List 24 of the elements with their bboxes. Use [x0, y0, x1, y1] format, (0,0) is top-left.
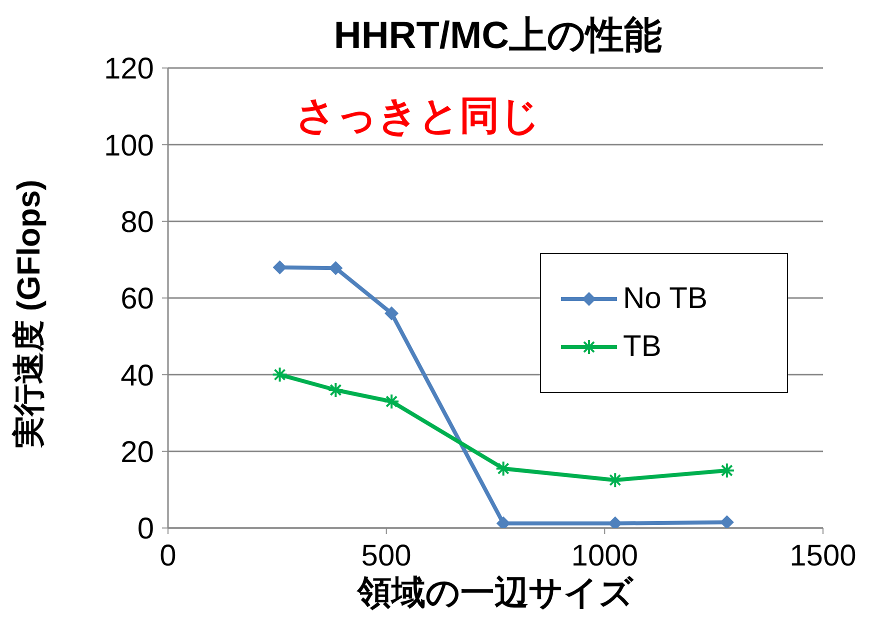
point — [328, 261, 343, 276]
x-tick-label: 500 — [361, 539, 412, 572]
y-tick-label: 60 — [120, 282, 154, 316]
y-tick-label: 20 — [120, 436, 154, 469]
x-tick-label: 0 — [160, 539, 176, 572]
y-axis-title: 実行速度 (GFlops) — [10, 180, 46, 449]
x-tick-label: 1500 — [790, 539, 856, 572]
y-tick-label: 80 — [120, 206, 154, 239]
y-tick-label: 0 — [137, 512, 154, 546]
point — [328, 382, 344, 398]
legend-label: TB — [623, 330, 662, 364]
note-text: さっきと同じ — [294, 93, 542, 140]
y-tick-label: 120 — [104, 52, 154, 86]
point — [720, 515, 734, 528]
legend-label: No TB — [623, 282, 708, 316]
point — [272, 260, 287, 274]
chart-title: HHRT/MC上の性能 — [332, 14, 664, 59]
point — [384, 306, 399, 320]
point — [272, 366, 288, 383]
x-axis-title: 領域の一辺サイズ — [356, 574, 634, 612]
point — [384, 394, 400, 410]
y-tick-label: 40 — [120, 359, 154, 392]
x-tick-label: 1000 — [571, 539, 638, 572]
y-tick-label: 100 — [104, 129, 154, 162]
